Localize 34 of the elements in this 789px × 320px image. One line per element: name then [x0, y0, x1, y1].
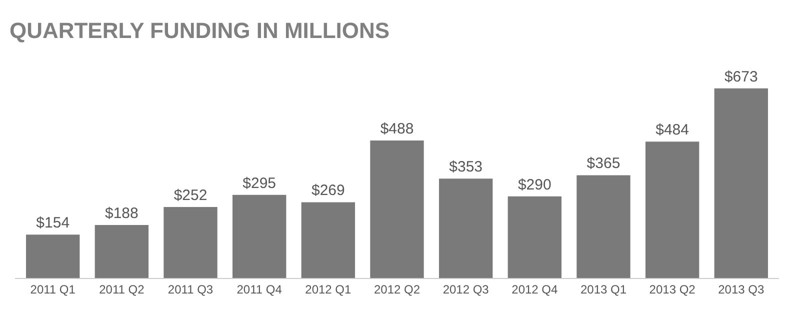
- bar: [576, 175, 630, 278]
- x-tick-label: 2012 Q2: [374, 282, 420, 296]
- data-label: $295: [242, 174, 276, 192]
- data-label: $290: [518, 176, 552, 194]
- bar: [26, 234, 80, 278]
- bar: [438, 178, 493, 278]
- data-label: $353: [449, 158, 483, 176]
- bar: [232, 194, 286, 278]
- data-label: $188: [104, 205, 138, 222]
- bar: [508, 196, 562, 278]
- bar: [645, 142, 700, 278]
- x-tick-label: 2013 Q2: [649, 282, 696, 296]
- bar: [301, 202, 356, 278]
- x-tick-label: 2011 Q4: [236, 282, 282, 296]
- x-tick-label: 2013 Q3: [718, 282, 764, 296]
- data-label: $484: [656, 122, 690, 139]
- bar: [714, 88, 768, 278]
- data-label: $269: [311, 182, 345, 200]
- x-tick-label: 2012 Q4: [512, 282, 558, 296]
- x-tick-label: 2013 Q1: [580, 282, 627, 296]
- data-label: $488: [380, 120, 414, 138]
- data-label: $252: [174, 187, 208, 204]
- chart-title: QUARTERLY FUNDING IN MILLIONS: [9, 18, 390, 43]
- bar: [370, 140, 424, 278]
- x-tick-label: 2012 Q3: [442, 282, 490, 296]
- data-label: $673: [724, 68, 758, 86]
- bar: [164, 207, 218, 278]
- x-tick-label: 2012 Q1: [305, 282, 352, 296]
- bar: [94, 225, 149, 278]
- data-label: $154: [36, 214, 70, 232]
- x-tick-label: 2011 Q2: [99, 282, 145, 296]
- data-label: $365: [586, 155, 620, 172]
- x-tick-label: 2011 Q1: [30, 282, 76, 296]
- x-tick-label: 2011 Q3: [168, 282, 214, 296]
